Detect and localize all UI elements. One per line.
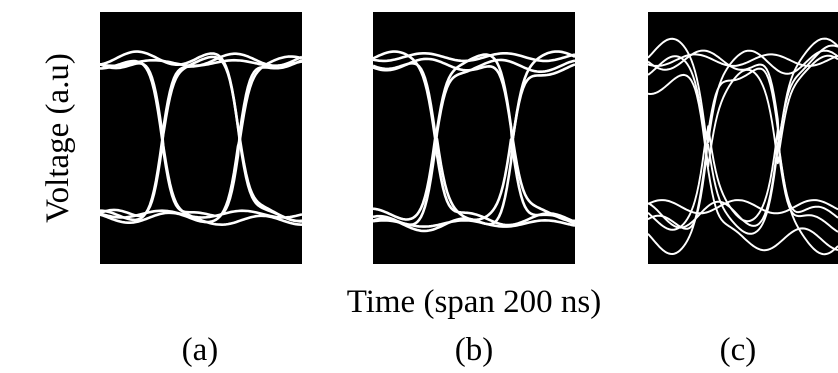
- eye-trace: [100, 59, 302, 218]
- y-axis-label: Voltage (a.u): [40, 53, 76, 223]
- eye-trace: [373, 53, 575, 223]
- panel-label-c: (c): [719, 332, 757, 368]
- eye-trace: [648, 199, 838, 215]
- panel-label-a: (a): [181, 332, 219, 368]
- eye-trace: [373, 50, 575, 222]
- eye-diagram-c-plot: [648, 37, 838, 256]
- eye-trace: [100, 52, 302, 218]
- eye-trace: [100, 209, 302, 219]
- eye-diagram-panel-b: [373, 12, 575, 264]
- eye-trace: [373, 57, 575, 225]
- eye-trace: [648, 49, 838, 231]
- eye-trace: [100, 58, 302, 68]
- eye-diagram-b-plot: [373, 50, 575, 233]
- eye-trace: [648, 54, 838, 235]
- eye-diagram-panel-c: [648, 12, 838, 264]
- eye-trace: [648, 49, 838, 219]
- eye-trace: [373, 58, 575, 226]
- eye-diagram-a-plot: [100, 50, 302, 226]
- x-axis-label: Time (span 200 ns): [346, 284, 602, 320]
- eye-trace: [100, 55, 302, 224]
- eye-trace: [648, 53, 838, 67]
- eye-trace: [100, 55, 302, 223]
- eye-trace: [648, 68, 838, 256]
- eye-trace: [373, 52, 575, 63]
- eye-trace: [100, 59, 302, 226]
- eye-trace: [100, 50, 302, 223]
- eye-diagram-panel-a: [100, 12, 302, 264]
- panel-label-b: (b): [454, 332, 494, 368]
- eye-trace: [373, 63, 575, 233]
- eye-trace: [373, 62, 575, 227]
- eye-trace: [373, 219, 575, 228]
- eye-trace: [648, 37, 838, 223]
- eye-trace: [648, 73, 838, 252]
